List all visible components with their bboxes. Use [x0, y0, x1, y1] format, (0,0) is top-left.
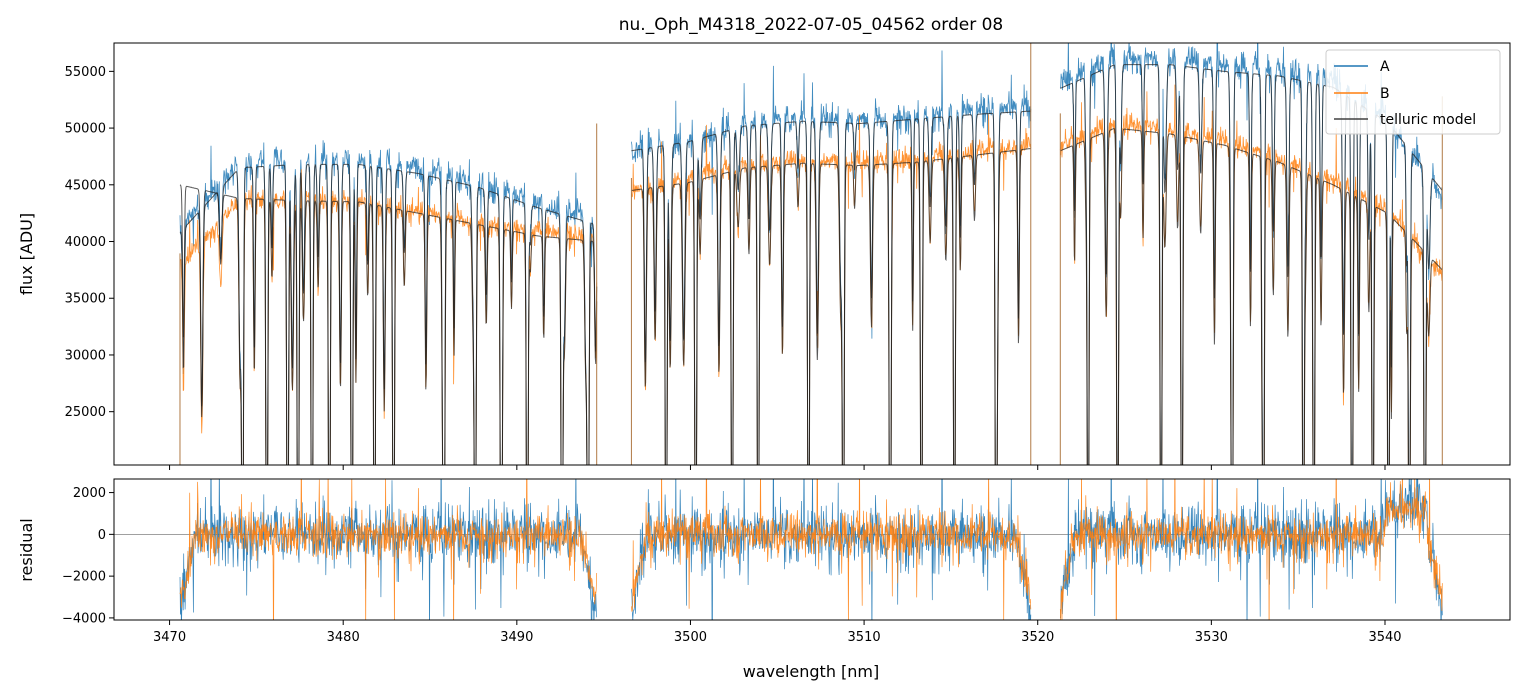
- x-tick-label: 3540: [1368, 630, 1401, 645]
- main-y-tick-label: 30000: [65, 348, 106, 363]
- main-y-tick-label: 40000: [65, 235, 106, 250]
- residual-y-tick-label: −4000: [62, 611, 106, 626]
- series-a-line-seg1: [179, 140, 598, 465]
- residual-b-line-seg3: [1059, 479, 1443, 620]
- legend-label-model: telluric model: [1380, 112, 1476, 128]
- residual-y-tick-label: 0: [98, 528, 106, 543]
- main-y-label: flux [ADU]: [17, 213, 36, 295]
- legend-box: [1325, 49, 1501, 135]
- main-y-tick-label: 55000: [65, 65, 106, 80]
- main-panel: 25000 30000 35000 40000 45000 50000 55000 flux…: [17, 42, 1511, 470]
- residual-a-line-seg1: [179, 479, 598, 620]
- model-a-line-seg3: [1060, 64, 1443, 465]
- residual-b-line-seg2: [631, 479, 1032, 620]
- main-axes-frame: [113, 42, 1511, 466]
- legend: A B telluric model: [1325, 49, 1501, 135]
- x-tick-label: 3470: [153, 630, 186, 645]
- residual-panel: −4000 −2000 0 2000 3470 3480 3490 3500 3510 3520…: [17, 478, 1511, 681]
- residual-plot-area: [114, 479, 1510, 620]
- series-b-line-seg1: [179, 169, 598, 465]
- x-tick-label: 3530: [1195, 630, 1228, 645]
- residual-b-line-seg1: [179, 479, 598, 620]
- main-y-ticks: 25000 30000 35000 40000 45000 50000 55000: [65, 65, 114, 420]
- main-y-tick-label: 35000: [65, 292, 106, 307]
- model-a-line-seg2: [631, 110, 1031, 465]
- main-y-tick-label: 25000: [65, 405, 106, 420]
- residual-y-tick-label: −2000: [62, 570, 106, 585]
- series-a-line-seg2: [631, 50, 1032, 465]
- residual-axes-frame: [113, 478, 1511, 621]
- model-b-line-seg1: [179, 184, 598, 465]
- main-y-tick-label: 50000: [65, 122, 106, 137]
- model-b-line-seg3: [1060, 128, 1443, 465]
- x-tick-label: 3510: [848, 630, 881, 645]
- residual-y-label: residual: [17, 518, 36, 581]
- residual-y-ticks: −4000 −2000 0 2000: [62, 486, 114, 626]
- x-tick-label: 3500: [674, 630, 707, 645]
- main-x-ticks: [169, 465, 1386, 470]
- main-y-tick-label: 45000: [65, 178, 106, 193]
- main-plot-area: [179, 43, 1443, 465]
- residual-x-ticks: 3470 3480 3490 3500 3510 3520 3530 3540: [153, 620, 1402, 645]
- residual-a-line-seg3: [1059, 479, 1443, 620]
- model-a-line-seg1: [179, 163, 598, 465]
- model-b-line-seg2: [631, 148, 1031, 465]
- residual-y-tick-label: 2000: [73, 486, 106, 501]
- x-tick-label: 3480: [327, 630, 360, 645]
- x-tick-label: 3520: [1021, 630, 1054, 645]
- legend-label-a: A: [1380, 59, 1390, 75]
- x-tick-label: 3490: [500, 630, 533, 645]
- legend-label-b: B: [1380, 86, 1390, 102]
- x-axis-label: wavelength [nm]: [743, 662, 880, 681]
- residual-a-line-seg2: [631, 479, 1032, 620]
- chart-title: nu._Oph_M4318_2022-07-05_04562 order 08: [619, 15, 1003, 35]
